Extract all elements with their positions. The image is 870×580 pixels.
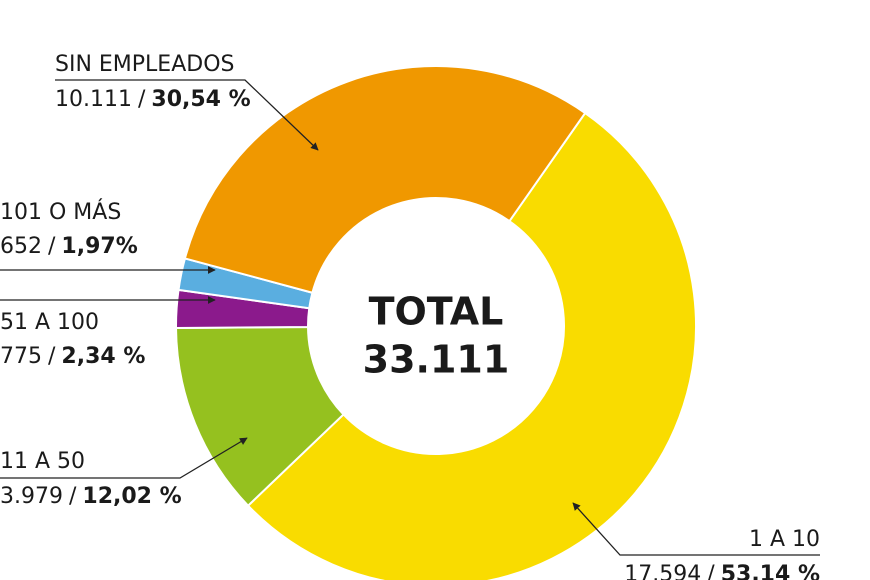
count-label: 17.594 (624, 562, 701, 580)
center-value: 33.111 (363, 338, 510, 382)
slice-label: 101 O MÁS (0, 199, 121, 225)
slice-value: 17.594 / 53,14 % (624, 562, 820, 580)
slice-label: 11 A 50 (0, 449, 85, 474)
count-label: 3.979 (0, 484, 63, 509)
count-label: 10.111 (55, 87, 132, 112)
slice-value: 3.979/12,02 % (0, 484, 182, 509)
percent-label: 1,97% (61, 234, 137, 259)
slice-value: 10.111/30,54 % (55, 87, 251, 112)
slice-label: SIN EMPLEADOS (55, 52, 234, 77)
count-label: 652 (0, 234, 42, 259)
separator: / (69, 484, 77, 509)
leader-lines (0, 79, 820, 556)
slice (246, 111, 697, 580)
slice-label: 51 A 100 (0, 310, 99, 335)
separator: / (707, 562, 715, 580)
separator: / (48, 234, 56, 259)
percent-label: 53,14 % (721, 562, 820, 580)
slice-value: 775/2,34 % (0, 344, 145, 369)
slice (183, 65, 587, 294)
separator: / (48, 344, 56, 369)
percent-label: 12,02 % (82, 484, 181, 509)
percent-label: 30,54 % (151, 87, 250, 112)
slice-label: 1 A 10 (749, 527, 820, 552)
separator: / (138, 87, 146, 112)
slice-value: 652/1,97% (0, 234, 138, 259)
donut (174, 65, 697, 580)
percent-label: 2,34 % (61, 344, 145, 369)
center-title: TOTAL (369, 290, 504, 334)
count-label: 775 (0, 344, 42, 369)
